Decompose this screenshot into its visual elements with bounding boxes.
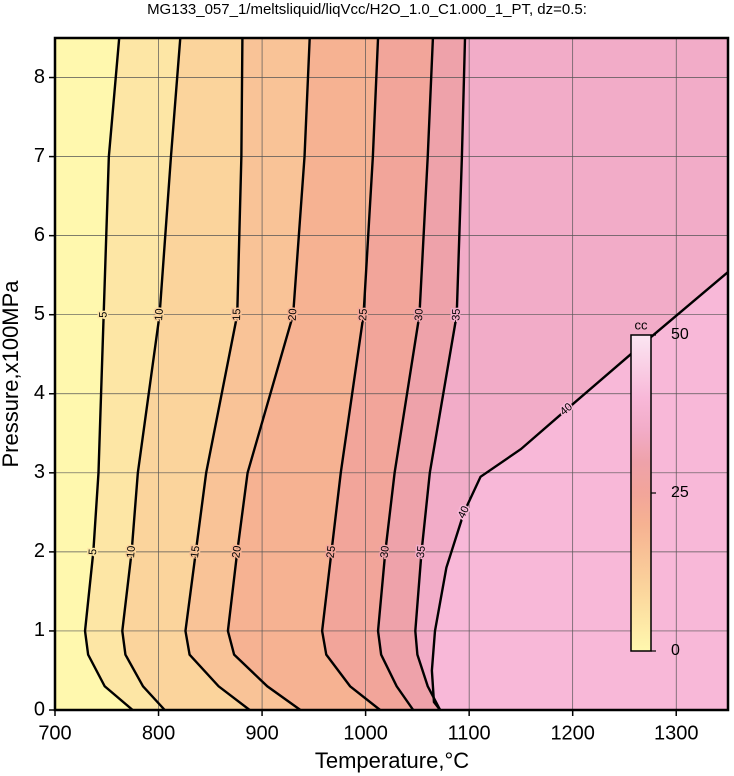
contour-label: 35	[450, 308, 462, 321]
contour-label: 30	[379, 545, 392, 559]
contour-line	[320, 38, 381, 710]
contour-label: 15	[189, 545, 202, 559]
contour-line	[226, 38, 311, 710]
x-tick-label: 1300	[654, 722, 699, 744]
contour-label: 35	[415, 545, 428, 558]
contour-label: 5	[97, 311, 109, 318]
contour-line	[376, 38, 435, 710]
x-axis-label: Temperature,°C	[315, 748, 469, 773]
contour-band	[431, 272, 728, 710]
x-tick-label: 700	[38, 722, 71, 744]
contour-line	[430, 271, 728, 710]
contour-line	[414, 38, 467, 710]
y-tick-label: 1	[34, 619, 45, 641]
y-tick-label: 6	[34, 224, 45, 246]
contour-line	[121, 38, 182, 710]
y-axis-label: Pressure,x100MPa	[0, 280, 23, 468]
y-tick-label: 5	[34, 303, 45, 325]
contour-label: 25	[357, 308, 370, 321]
colorbar-tick-label: 25	[671, 484, 689, 501]
colorbar-label: cc	[635, 317, 649, 332]
y-tick-label: 0	[34, 698, 45, 720]
y-tick-label: 7	[34, 145, 45, 167]
y-tick-label: 3	[34, 461, 45, 483]
plot-frame	[53, 36, 730, 712]
contour-label: 5	[87, 548, 99, 555]
chart-title: MG133_057_1/meltsliquid/liqVcc/H2O_1.0_C…	[147, 1, 587, 18]
colorbar	[630, 334, 652, 652]
x-tick-label: 1200	[550, 722, 595, 744]
contour-line	[184, 38, 251, 710]
x-tick-label: 1000	[343, 722, 388, 744]
contour-label: 15	[231, 308, 243, 321]
x-tick-label: 1100	[448, 722, 491, 744]
contour-label: 20	[287, 308, 300, 321]
x-tick-label: 900	[245, 722, 278, 744]
contour-label: 10	[153, 308, 166, 321]
y-tick-label: 2	[34, 540, 45, 562]
y-tick-label: 8	[34, 66, 45, 88]
contour-label: 25	[325, 545, 338, 559]
contour-label: 30	[413, 308, 426, 321]
x-tick-label: 800	[142, 722, 175, 744]
colorbar-tick-label: 50	[671, 326, 689, 343]
contour-label: 20	[230, 545, 243, 559]
contour-label: 10	[125, 545, 138, 558]
contour-line	[83, 38, 134, 710]
colorbar-tick-label: 0	[671, 642, 680, 659]
y-tick-label: 4	[34, 382, 45, 404]
